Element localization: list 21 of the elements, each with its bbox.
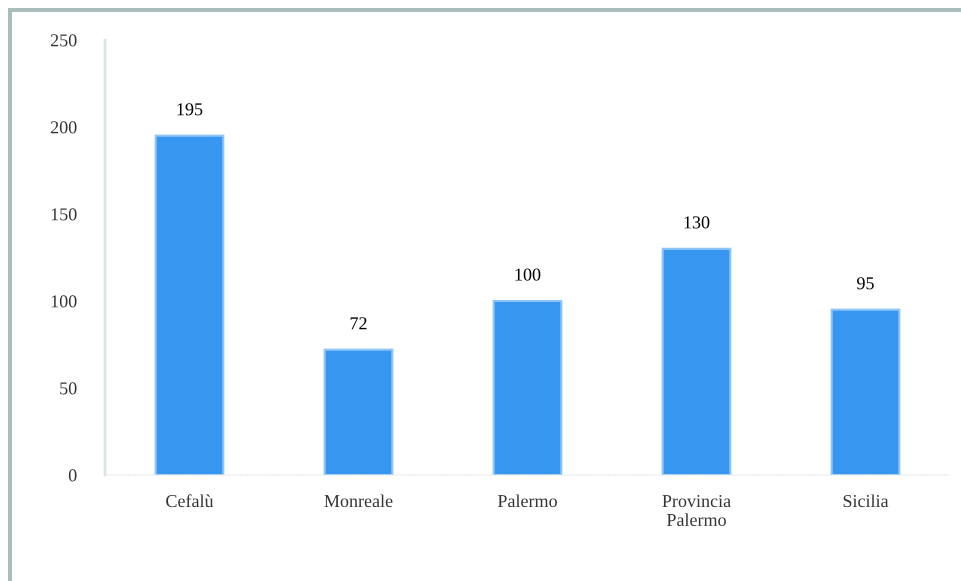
data-label: 95	[857, 277, 874, 290]
bar	[830, 308, 900, 475]
y-tick-label: 100	[52, 295, 77, 308]
bar	[154, 134, 224, 475]
data-label: 195	[178, 103, 202, 116]
y-tick-label: 200	[50, 121, 77, 134]
bar	[324, 348, 394, 475]
y-tick-label: 0	[68, 469, 77, 482]
data-label: 130	[684, 216, 710, 228]
y-tick-label: 150	[52, 208, 77, 220]
x-tick-label: Provincia Palermo	[662, 495, 731, 526]
x-tick-label: Sicilia	[844, 494, 888, 508]
y-tick-label: 250	[50, 34, 77, 46]
y-tick-label: 50	[60, 382, 77, 394]
bar	[492, 300, 562, 475]
x-tick-label: Palermo	[498, 494, 557, 508]
bar	[662, 248, 732, 475]
data-label: 100	[516, 268, 540, 281]
x-tick-label: Cefalù	[166, 494, 214, 508]
x-tick-label: Monreale	[324, 494, 392, 508]
data-label: 72	[350, 317, 367, 330]
